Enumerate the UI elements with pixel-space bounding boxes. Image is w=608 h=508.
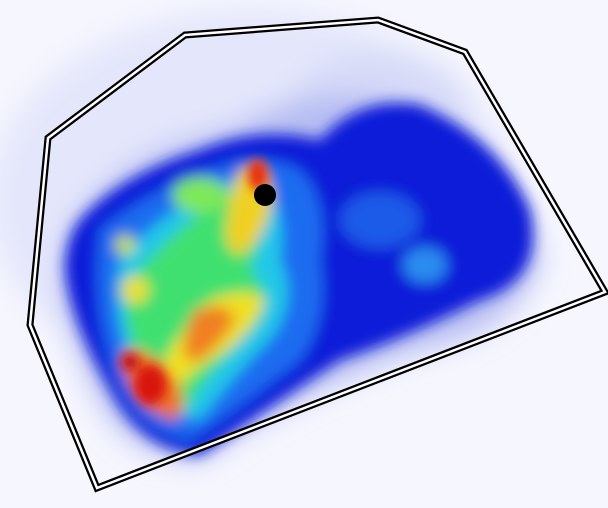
region-outline-inner xyxy=(28,18,607,490)
marker-dot xyxy=(254,184,276,206)
hot-spots xyxy=(121,159,268,405)
